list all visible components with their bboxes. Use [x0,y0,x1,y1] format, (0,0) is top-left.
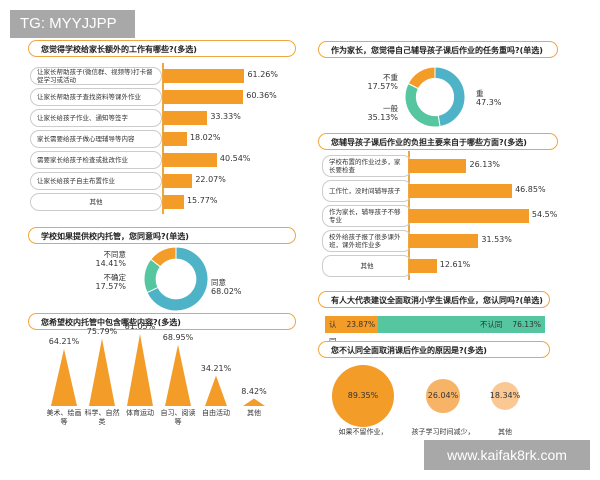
triangle-bar [127,334,153,406]
value-label: 61.26% [247,70,278,79]
bar [163,69,245,83]
segment-value: 76.13% [512,320,541,329]
category-label: 家长需要给孩子做心理辅导等内容 [30,130,162,148]
value-label: 46.85% [515,185,546,194]
value-label: 15.77% [186,196,218,205]
category-label: 学校布置的作业过多，家长要检查 [322,155,412,177]
category-label: 其他 [322,255,412,277]
slice-value: 14.41% [95,259,126,268]
q4-title: 学校如果提供校内托管，您同意吗?(单选) [28,227,296,244]
stacked-segment: 不认同 76.13% [377,316,545,333]
value-label: 22.07% [195,175,226,184]
bar [409,159,467,173]
category-label: 让家长帮助孩子查找资料等课外作业 [30,88,162,106]
q2-title: 作为家长，您觉得自己辅导孩子课后作业的任务重吗?(单选) [318,41,558,58]
value-label: 54.5% [531,210,558,219]
value-label: 33.33% [210,112,241,121]
q7-title: 您不认同全面取消课后作业的原因是?(多选) [318,341,550,358]
value-label: 8.42% [241,386,267,396]
bar [163,90,244,104]
value-label: 40.54% [219,154,251,163]
category-label: 其他 [30,193,162,211]
bubble-value: 18.34% [489,391,521,400]
category-label: 作为家长，辅导孩子不够专业 [322,205,412,227]
segment-name: 不认同 [479,320,503,329]
category-label: 工作忙，没时间辅导孩子 [322,180,412,202]
bar [409,234,479,248]
category-label: 让家长给孩子自主布置作业 [30,172,162,190]
watermark-top: TG: MYYJJPP [10,10,135,38]
value-label: 64.21% [48,336,80,346]
triangle-bar [243,398,265,406]
bar [163,174,193,188]
bar [163,195,184,209]
axis-line [162,63,164,214]
slice-name: 同意 [211,278,226,287]
bar [163,132,187,146]
bubble [332,365,394,427]
q1-title: 您觉得学校给家长额外的工作有哪些?(多选) [28,40,296,57]
bar [163,111,208,125]
value-label: 31.53% [481,235,512,244]
category-label: 科学、自然类 [84,409,120,426]
slice-value: 35.13% [367,113,398,122]
triangle-bar [89,338,115,406]
slice-name: 不确定 [103,273,127,282]
triangle-bar [205,375,227,406]
slice-name: 不重 [383,73,398,82]
category-label: 让家长给孩子作业、通知等签字 [30,109,162,127]
segment-value: 23.87% [346,320,376,329]
value-label: 12.61% [439,260,471,269]
segment-name: 认同 [329,320,337,346]
watermark-bottom: www.kaifak8rk.com [424,440,590,470]
category-label: 让家长帮助孩子(微信群、视频等)打卡督促学习或活动 [30,67,162,85]
bubble-value: 89.35% [347,391,379,400]
slice-value: 68.02% [211,287,242,296]
category-label: 自由活动 [202,409,230,417]
slice-name: 重 [476,89,484,98]
triangle-bar [165,344,191,406]
category-label: 自习、阅读等 [160,409,196,426]
value-label: 75.79% [86,326,118,336]
category-label: 其他 [247,409,261,417]
bar [163,153,217,167]
bar [409,259,437,273]
q5-title: 您希望校内托管中包含哪些内容?(多选) [28,313,296,330]
stacked-segment: 认同 23.87% [325,316,378,346]
bar [409,184,513,198]
value-label: 18.02% [189,133,221,142]
slice-value: 17.57% [367,82,398,91]
triangle-bar [51,348,77,406]
category-label: 美术、绘画等 [46,409,82,426]
axis-line [408,151,410,280]
slice-name: 一般 [383,104,398,113]
value-label: 26.13% [469,160,500,169]
category-label: 体育运动 [126,409,154,417]
category-label: 如果不留作业， [338,428,388,436]
category-label: 需要家长给孩子检查或批改作业 [30,151,162,169]
bubble-value: 26.04% [427,391,459,400]
bar [409,209,529,223]
value-label: 60.36% [246,91,277,100]
bubble [426,379,460,413]
q3-title: 您辅导孩子课后作业的负担主要来自于哪些方面?(多选) [318,133,558,150]
slice-value: 47.3% [476,98,502,107]
category-label: 其他 [498,428,512,436]
slice-name: 不同意 [103,250,127,259]
value-label: 81.05% [124,322,156,331]
category-label: 校外给孩子报了很多课外班，课外班作业多 [322,230,412,252]
value-label: 68.95% [162,332,194,342]
value-label: 34.21% [200,363,232,373]
slice-value: 17.57% [95,282,126,291]
bubble [490,381,520,411]
category-label: 孩子学习时间减少， [411,428,475,436]
q6-title: 有人大代表建议全面取消小学生课后作业，您认同吗?(单选) [318,291,550,308]
